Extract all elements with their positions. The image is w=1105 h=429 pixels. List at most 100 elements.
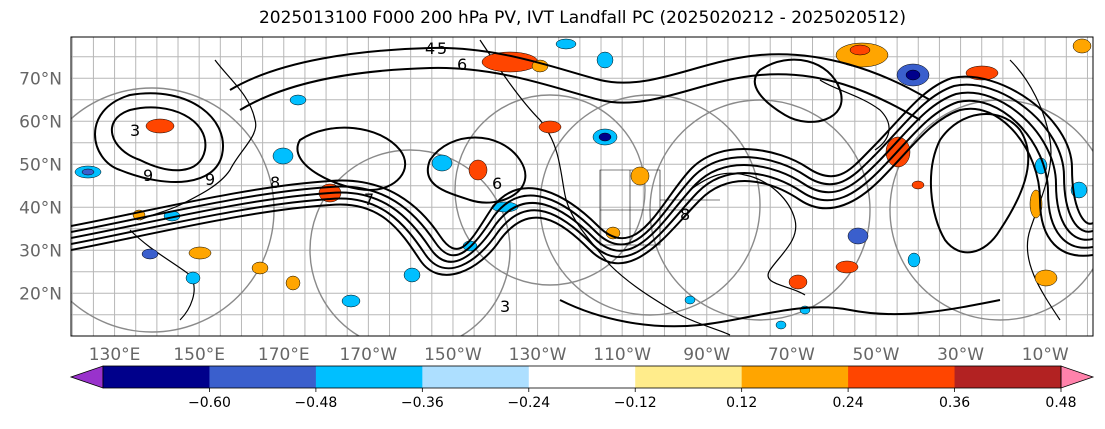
longitude-tick-label: 130°E xyxy=(89,345,141,365)
colorbar-tick-label: −0.48 xyxy=(294,395,337,411)
latitude-tick-label: 20°N xyxy=(19,284,62,304)
longitude-tick-label: 110°W xyxy=(593,345,651,365)
chart-title: 2025013100 F000 200 hPa PV, IVT Landfall… xyxy=(258,8,906,28)
colorbar-segment xyxy=(528,366,636,388)
colorbar-tick-label: 0.48 xyxy=(1045,395,1076,411)
latitude-labels: 70°N 60°N 50°N 40°N 30°N 20°N xyxy=(19,69,62,304)
colorbar-tick-label: 0.36 xyxy=(939,395,970,411)
contour-label: 7 xyxy=(364,190,374,209)
pv-anomaly-blob xyxy=(849,44,871,56)
pv-anomaly-blob xyxy=(251,261,269,275)
pv-anomaly-blob xyxy=(835,260,859,274)
ivt-contour-line xyxy=(71,107,1093,276)
colorbar-extend-high xyxy=(1060,365,1095,389)
pv-anomaly-blob xyxy=(1072,38,1092,54)
pv-anomaly-blob xyxy=(905,69,921,81)
ivt-contour-line xyxy=(110,106,207,172)
ivt-contour-line xyxy=(71,91,1093,263)
asia-coast xyxy=(139,59,257,221)
longitude-tick-label: 170°W xyxy=(339,345,397,365)
contour-label: 5 xyxy=(437,39,447,58)
map-panel: 3 4 5 6 7 6 8 8 9 9 3 xyxy=(70,36,1094,337)
colorbar-tick-label: 0.12 xyxy=(726,395,757,411)
pv-anomaly-blob xyxy=(141,248,159,260)
pv-anomaly-blob xyxy=(289,94,307,106)
reference-circle xyxy=(309,149,511,336)
pv-anomaly-blob xyxy=(555,38,577,50)
colorbar-tick-label: −0.12 xyxy=(614,395,657,411)
contour-label: 8 xyxy=(680,205,690,224)
contour-labels: 3 4 5 6 7 6 8 8 9 9 3 xyxy=(130,39,690,316)
ivt-contour-line xyxy=(930,113,1030,254)
pv-anomaly-blob xyxy=(185,271,201,285)
ivt-contour-line xyxy=(296,126,407,192)
gridlines xyxy=(71,37,1093,336)
longitude-tick-label: 30°W xyxy=(937,345,984,365)
map-frame xyxy=(70,36,1094,337)
latitude-tick-label: 70°N xyxy=(19,69,62,89)
north-america-east-coast xyxy=(689,172,806,296)
pv-anomaly-blob xyxy=(1070,181,1088,199)
pv-anomaly-blob xyxy=(188,246,212,260)
latitude-tick-label: 40°N xyxy=(19,198,62,218)
pv-anomaly-blob xyxy=(272,147,294,165)
pv-anomaly-blob xyxy=(775,320,787,330)
contour-label: 6 xyxy=(457,55,467,74)
ivt-contour-line xyxy=(753,58,843,123)
longitude-tick-label: 70°W xyxy=(768,345,815,365)
pv-anomaly-blob xyxy=(431,154,453,172)
latitude-tick-label: 30°N xyxy=(19,241,62,261)
pv-anomaly-blob xyxy=(907,252,921,268)
contour-label: 9 xyxy=(143,166,153,185)
longitude-tick-label: 150°W xyxy=(424,345,482,365)
colorbar-segment xyxy=(741,366,849,388)
pv-anomaly-blob xyxy=(341,294,361,308)
reference-circle xyxy=(539,94,761,316)
contour-label: 8 xyxy=(270,173,280,192)
longitude-tick-label: 170°E xyxy=(258,345,310,365)
colorbar-segment xyxy=(848,366,956,388)
colorbar-frame xyxy=(102,365,1062,389)
ivt-contour-line xyxy=(559,299,1001,328)
ivt-contour-line xyxy=(239,66,921,121)
longitude-tick-label: 50°W xyxy=(852,345,899,365)
pv-anomaly-blob xyxy=(81,168,95,176)
pv-anomaly-blob xyxy=(145,118,175,134)
pv-anomaly-blob xyxy=(403,267,421,283)
colorbar-segment xyxy=(422,366,530,388)
ivt-contour-line xyxy=(94,92,225,183)
colorbar-segment xyxy=(103,366,210,388)
colorbar-tick-label: −0.60 xyxy=(188,395,231,411)
colorbar-segment xyxy=(315,366,423,388)
pv-anomaly-blob xyxy=(847,227,869,245)
colorbar-tick-label: 0.24 xyxy=(833,395,864,411)
longitude-labels: 130°E 150°E 170°E 170°W 150°W 130°W 110°W 90°W 7… xyxy=(89,345,1069,365)
pv-anomaly-blob xyxy=(788,274,808,290)
ivt-contour-line xyxy=(71,83,1093,257)
pv-shading xyxy=(74,38,1092,330)
colorbar-segment xyxy=(635,366,743,388)
longitude-tick-label: 10°W xyxy=(1022,345,1069,365)
ivt-contours xyxy=(71,46,1093,328)
longitude-tick-label: 130°W xyxy=(509,345,567,365)
pv-anomaly-blob xyxy=(1034,269,1058,287)
colorbar-segment xyxy=(954,366,1062,388)
contour-label: 6 xyxy=(492,174,502,193)
north-america-west-coast xyxy=(479,39,731,336)
ivt-contour-line xyxy=(71,75,1093,250)
colorbar-segment xyxy=(209,366,317,388)
latitude-tick-label: 50°N xyxy=(19,155,62,175)
ivt-contour-line xyxy=(229,46,931,101)
colorbar-extend-low xyxy=(69,365,104,389)
ivt-contour-line xyxy=(71,99,1093,270)
longitude-tick-label: 90°W xyxy=(683,345,730,365)
latitude-tick-label: 60°N xyxy=(19,112,62,132)
ivt-contour-line xyxy=(426,136,527,204)
pv-anomaly-blob xyxy=(596,51,614,69)
greenland-coast xyxy=(819,79,890,151)
pv-anomaly-blob xyxy=(538,120,562,134)
contour-label: 4 xyxy=(425,39,435,58)
colorbar-tick-label: −0.36 xyxy=(401,395,444,411)
pv-anomaly-blob xyxy=(468,159,488,181)
contour-label: 9 xyxy=(205,170,215,189)
